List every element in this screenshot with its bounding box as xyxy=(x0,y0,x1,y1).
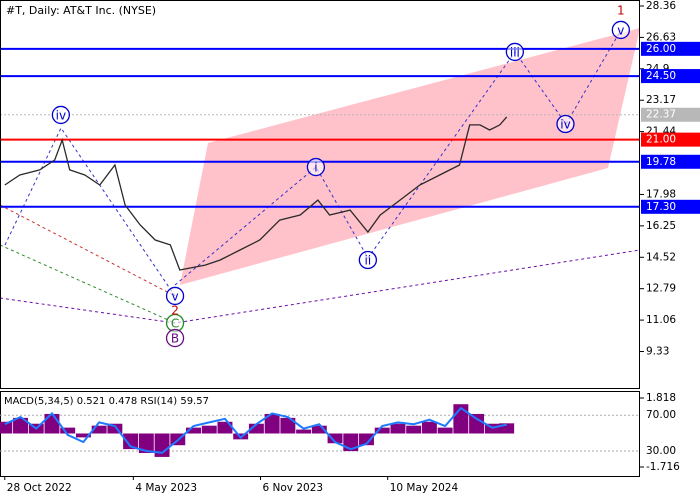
y-tick-label: 23.17 xyxy=(646,94,676,106)
macd-bar xyxy=(186,427,201,434)
level-label: 26.00 xyxy=(646,43,676,55)
x-tick-label: 6 Nov 2023 xyxy=(263,482,324,494)
rsi-tick-label: 30.00 xyxy=(646,445,676,457)
macd-bar xyxy=(390,423,406,434)
macd-bar xyxy=(406,425,422,434)
macd-bar xyxy=(201,425,217,434)
macd-tick-label: -1.716 xyxy=(646,461,680,473)
price-line xyxy=(4,116,508,271)
rsi-tick-label: 70.00 xyxy=(646,409,676,421)
macd-bar xyxy=(469,413,485,434)
y-tick-label: 11.06 xyxy=(646,314,676,326)
wave-label: iv xyxy=(56,108,66,122)
macd-bar xyxy=(13,417,28,434)
wave-label: iii xyxy=(510,45,520,59)
macd-bar xyxy=(311,425,327,434)
level-box xyxy=(641,199,700,214)
wave-marker xyxy=(165,286,185,306)
macd-bar xyxy=(327,433,343,444)
wave-line xyxy=(0,204,176,297)
macd-bar xyxy=(60,427,76,434)
wave-marker xyxy=(556,114,575,134)
wave-label: v xyxy=(171,289,178,303)
trend-channel xyxy=(180,28,640,285)
macd-bar xyxy=(44,413,60,434)
macd-bar xyxy=(359,433,374,446)
wave-label: C xyxy=(171,317,179,331)
current-price-label: 22.37 xyxy=(646,109,676,121)
macd-bar xyxy=(280,417,296,434)
level-label: 21.00 xyxy=(646,134,676,146)
x-tick-label: 10 May 2024 xyxy=(390,482,459,494)
macd-bar xyxy=(264,413,280,434)
macd-bar xyxy=(499,423,515,434)
wave-label: B xyxy=(171,332,179,346)
wave-label: i xyxy=(314,161,317,175)
macd-bar xyxy=(296,429,312,434)
y-tick-label: 16.25 xyxy=(646,220,676,232)
rsi-line xyxy=(4,406,507,454)
wave-marker xyxy=(358,250,378,270)
x-tick-label: 4 May 2023 xyxy=(135,482,197,494)
macd-bar xyxy=(107,423,123,434)
chart-title: #T, Daily: AT&T Inc. (NYSE) xyxy=(6,4,156,17)
macd-bar xyxy=(138,433,154,454)
wave-label: v xyxy=(617,23,624,37)
wave-label: 1 xyxy=(617,3,625,17)
current-price-box xyxy=(641,107,700,122)
wave-marker xyxy=(51,105,71,125)
wave-marker xyxy=(306,157,326,177)
wave-line xyxy=(174,29,622,286)
level-label: 24.50 xyxy=(646,70,676,82)
wave-label: iv xyxy=(560,118,570,132)
level-box xyxy=(641,132,700,147)
wave-marker xyxy=(611,20,631,40)
macd-bar xyxy=(0,421,13,434)
y-tick-label: 9.33 xyxy=(646,346,669,358)
macd-bar xyxy=(75,433,91,438)
y-tick-label: 26.63 xyxy=(646,31,676,43)
y-tick-label: 28.36 xyxy=(646,0,676,12)
y-tick-label: 12.79 xyxy=(646,283,676,295)
wave-marker xyxy=(165,328,185,348)
wave-marker xyxy=(505,42,525,62)
level-box xyxy=(641,41,700,56)
wave-label: ii xyxy=(365,253,372,267)
macd-bar xyxy=(123,433,139,450)
macd-bar xyxy=(374,427,390,434)
level-label: 19.78 xyxy=(646,156,676,168)
macd-tick-label: 1.818 xyxy=(646,392,676,404)
indicator-label: MACD(5,34,5) 0.521 0.478 RSI(14) 59.57 xyxy=(4,396,209,407)
wave-line xyxy=(0,244,176,324)
level-box xyxy=(641,154,700,169)
level-box xyxy=(641,69,700,84)
y-tick-label: 17.98 xyxy=(646,188,676,200)
macd-bar xyxy=(248,423,264,434)
macd-bar xyxy=(421,421,437,434)
macd-bar xyxy=(437,427,453,434)
macd-bar xyxy=(91,425,107,434)
price-frame xyxy=(0,0,640,389)
y-tick-label: 14.52 xyxy=(646,251,676,263)
indicator-frame xyxy=(0,391,640,477)
x-tick-label: 28 Oct 2022 xyxy=(7,482,72,494)
level-label: 17.30 xyxy=(646,201,676,213)
wave-label: 2 xyxy=(171,303,179,317)
macd-bar xyxy=(217,421,233,434)
